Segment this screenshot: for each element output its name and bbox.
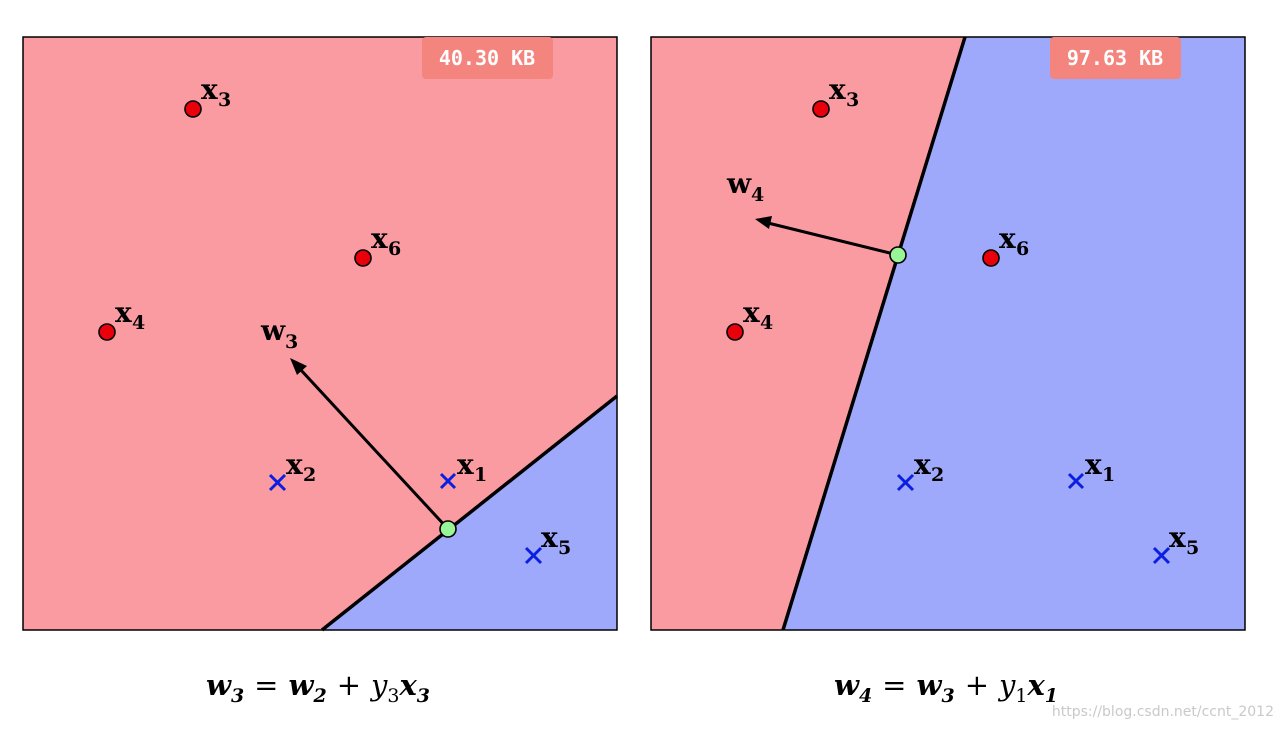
caption-term: w [833, 668, 859, 702]
caption-term: y [999, 668, 1016, 702]
pivot-point [439, 520, 457, 538]
caption-term: w [916, 668, 942, 702]
point-label-sub: 5 [558, 537, 571, 559]
point-label-sub: 4 [760, 312, 773, 334]
caption-operator: = [882, 668, 907, 702]
caption-term: y [371, 668, 388, 702]
caption-operator: + [336, 668, 362, 702]
weight-arrowhead [290, 358, 307, 375]
panel-right: x 1 x 2 x 3 x 4 x 5 x 6 w 4 [650, 36, 1246, 631]
caption-sub: 3 [416, 685, 431, 707]
caption-sub: 1 [1044, 685, 1059, 707]
caption-sub: 3 [941, 685, 955, 707]
weight-label: w [260, 314, 286, 347]
point-label-sub: 2 [931, 464, 944, 486]
file-size-badge-text: 40.30 KB [439, 46, 535, 70]
point-x1: x 1 [1067, 448, 1115, 490]
caption-term: w [288, 668, 314, 702]
point-label: x [743, 296, 760, 329]
caption-left: w3 = w2 + y3x3 [206, 668, 430, 707]
point-label: x [829, 73, 846, 106]
point-x5: x 5 [1152, 521, 1199, 565]
point-label: x [914, 448, 931, 481]
decision-boundary [781, 36, 967, 631]
point-label: x [371, 222, 388, 255]
decision-boundary [320, 394, 619, 632]
caption-sub: 3 [230, 685, 245, 707]
point-label-sub: 6 [388, 238, 401, 260]
point-label: x [1169, 521, 1186, 554]
panel-frame [22, 36, 618, 631]
point-x3: x 3 [812, 73, 859, 118]
caption-sub: 4 [858, 685, 873, 707]
point-x1: x 1 [439, 448, 487, 490]
point-x2: x 2 [268, 448, 316, 492]
point-x4: x 4 [98, 296, 145, 341]
positive-region [651, 37, 965, 630]
point-label-sub: 1 [474, 464, 487, 486]
point-label: x [201, 73, 218, 106]
file-size-badge-text: 97.63 KB [1067, 46, 1163, 70]
point-label: x [115, 296, 132, 329]
caption-term: w [205, 668, 231, 702]
point-label-sub: 6 [1016, 238, 1029, 260]
weight-arrowhead [755, 216, 772, 229]
caption-term: x [399, 668, 417, 702]
point-label-sub: 2 [303, 464, 316, 486]
caption-term: x [1027, 668, 1045, 702]
weight-vector [767, 221, 899, 257]
point-label-sub: 1 [1102, 464, 1115, 486]
pivot-point [889, 246, 907, 264]
file-size-badge [422, 37, 553, 79]
weight-label-sub: 3 [285, 331, 298, 353]
point-label: x [541, 521, 558, 554]
point-label-sub: 4 [132, 312, 145, 334]
caption-sub: 1 [1015, 685, 1028, 707]
point-x4: x 4 [726, 296, 773, 341]
point-label-sub: 5 [1186, 537, 1199, 559]
point-x5: x 5 [524, 521, 571, 565]
point-x2: x 2 [896, 448, 944, 492]
caption-sub: 2 [313, 685, 327, 707]
caption-operator: + [964, 668, 990, 702]
point-label: x [457, 448, 474, 481]
caption-right: w4 = w3 + y1x1 [834, 668, 1058, 707]
point-label: x [999, 222, 1016, 255]
panel-left: x 1 x 2 x 3 x 4 x 5 x 6 w 3 [22, 36, 619, 632]
point-x3: x 3 [184, 73, 231, 118]
point-label: x [1085, 448, 1102, 481]
point-x6: x 6 [982, 222, 1029, 267]
weight-vector [298, 367, 450, 531]
panel-frame [650, 36, 1246, 631]
point-label: x [286, 448, 303, 481]
point-label-sub: 3 [218, 89, 231, 111]
point-x6: x 6 [354, 222, 401, 267]
file-size-badge [1050, 37, 1181, 79]
caption-operator: = [254, 668, 279, 702]
watermark: https://blog.csdn.net/ccnt_2012 [1051, 704, 1274, 720]
weight-label-sub: 4 [751, 184, 764, 206]
point-label-sub: 3 [846, 89, 859, 111]
caption-sub: 3 [387, 685, 400, 707]
weight-label: w [726, 167, 752, 200]
